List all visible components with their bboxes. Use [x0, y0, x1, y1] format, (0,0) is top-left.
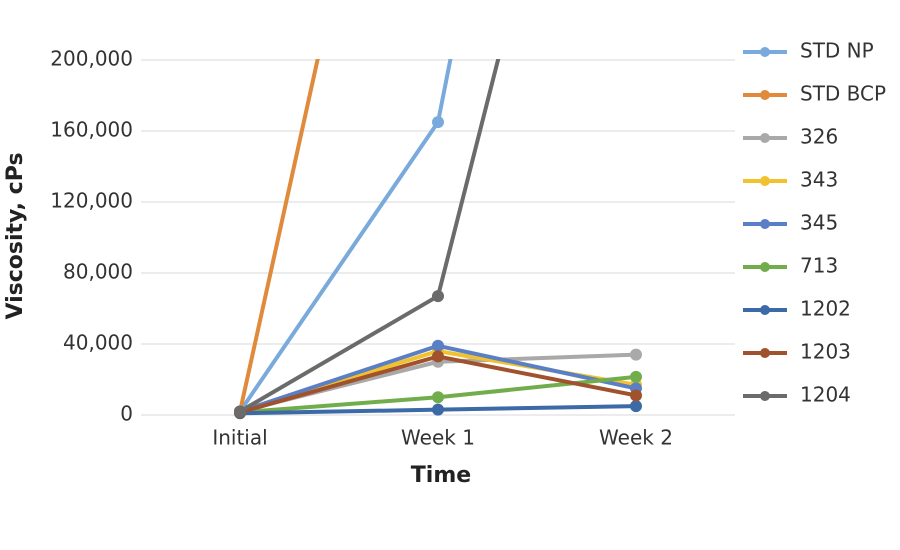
- data-point: [432, 403, 444, 416]
- legend-label: 1203: [800, 340, 851, 364]
- y-tick-label: 40,000: [63, 331, 133, 355]
- legend-label: 326: [800, 125, 838, 149]
- y-axis-title: Viscosity, cPs: [3, 152, 28, 319]
- series-line: [238, 59, 320, 412]
- legend-marker: [760, 262, 770, 272]
- data-point: [432, 116, 444, 129]
- plot-area: [234, 59, 642, 420]
- data-point: [630, 370, 642, 383]
- legend-label: 343: [800, 168, 838, 192]
- legend-marker: [760, 90, 770, 100]
- data-point: [630, 389, 642, 402]
- data-point: [630, 348, 642, 361]
- legend-label: 345: [800, 211, 838, 235]
- y-tick-label: 120,000: [50, 189, 133, 213]
- legend-marker: [760, 176, 770, 186]
- legend-marker: [760, 391, 770, 401]
- data-point: [432, 350, 444, 363]
- data-point: [234, 405, 246, 418]
- legend-marker: [760, 219, 770, 229]
- legend-marker: [760, 305, 770, 315]
- legend-marker: [760, 348, 770, 358]
- legend-label: 1204: [800, 383, 851, 407]
- x-tick-label: Week 2: [599, 426, 673, 450]
- data-point: [432, 391, 444, 404]
- y-tick-label: 0: [120, 402, 133, 426]
- y-tick-label: 160,000: [50, 118, 133, 142]
- x-axis-title: Time: [411, 463, 471, 488]
- legend-label: 713: [800, 254, 838, 278]
- data-point: [630, 400, 642, 413]
- data-point: [432, 339, 444, 352]
- x-tick-label: Initial: [212, 426, 267, 450]
- x-tick-label: Week 1: [401, 426, 475, 450]
- legend-label: 1202: [800, 297, 851, 321]
- legend-marker: [760, 47, 770, 57]
- y-tick-label: 200,000: [50, 47, 133, 71]
- data-point: [432, 290, 444, 303]
- y-tick-label: 80,000: [63, 260, 133, 284]
- legend-marker: [760, 133, 770, 143]
- legend-label: STD NP: [800, 39, 874, 63]
- legend-label: STD BCP: [800, 82, 886, 106]
